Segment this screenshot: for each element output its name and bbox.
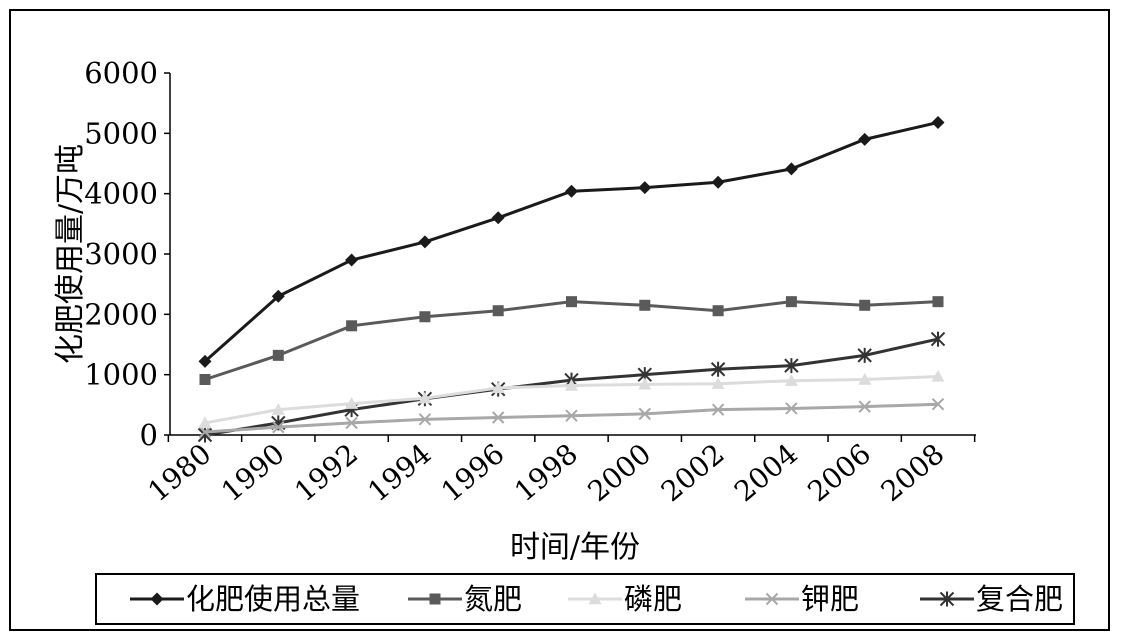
data-point	[491, 411, 505, 424]
data-point	[271, 289, 285, 303]
data-point	[932, 296, 944, 308]
data-point	[491, 381, 505, 394]
legend-marker	[765, 592, 779, 606]
data-point	[931, 115, 945, 129]
data-point	[418, 413, 432, 426]
series-4	[198, 398, 945, 439]
legend-marker	[150, 592, 164, 606]
legend-item: 氮肥	[408, 582, 522, 616]
series-1	[198, 115, 945, 368]
y-tick-label: 3000	[84, 237, 158, 271]
data-point	[639, 299, 651, 311]
x-tick-label: 1994	[362, 437, 438, 508]
y-tick-label: 2000	[84, 297, 158, 331]
data-point	[271, 403, 285, 415]
data-point	[785, 402, 798, 415]
x-tick-label: 1998	[508, 437, 584, 508]
legend-label: 复合肥	[976, 582, 1063, 616]
legend-marker	[588, 592, 602, 605]
data-point	[638, 181, 652, 195]
data-point	[858, 132, 872, 146]
legend-item: 钾肥	[745, 582, 859, 616]
data-point	[784, 374, 798, 386]
legend-item: 磷肥	[568, 582, 682, 616]
data-point	[858, 400, 871, 413]
data-point	[710, 361, 726, 377]
x-tick-label: 2006	[801, 437, 877, 508]
y-tick-label: 6000	[84, 56, 158, 90]
y-tick-label: 1000	[84, 358, 158, 392]
data-point	[712, 305, 724, 317]
data-point	[418, 391, 432, 404]
data-point	[198, 416, 212, 429]
series-3	[198, 369, 945, 429]
data-point	[638, 377, 652, 390]
data-point	[784, 358, 799, 374]
legend-item: 复合肥	[920, 582, 1063, 616]
data-point	[419, 311, 431, 323]
x-tick-label: 2000	[581, 437, 657, 508]
series-line	[204, 300, 939, 381]
series-line	[204, 402, 939, 434]
data-point	[858, 372, 872, 385]
data-point	[566, 296, 577, 308]
data-point	[930, 331, 946, 347]
data-point	[859, 299, 871, 311]
data-point	[272, 349, 284, 361]
data-point	[711, 403, 725, 416]
data-point	[272, 420, 285, 434]
y-tick-label: 5000	[84, 116, 158, 150]
x-tick-label: 1990	[215, 437, 291, 508]
legend-label: 化肥使用总量	[186, 582, 360, 616]
data-point	[857, 347, 872, 363]
data-point	[711, 175, 725, 189]
legend-label: 磷肥	[624, 582, 682, 616]
data-point	[492, 305, 504, 317]
x-tick-label: 1992	[288, 437, 364, 508]
data-point	[565, 379, 578, 391]
y-axis-title: 化肥使用量/万吨	[53, 144, 88, 364]
series-2	[199, 296, 944, 385]
x-tick-label: 2002	[655, 437, 731, 508]
legend-label: 氮肥	[464, 582, 522, 616]
x-axis-title: 时间/年份	[510, 530, 640, 565]
data-point	[199, 373, 211, 385]
legend-marker	[429, 593, 441, 605]
x-tick-label: 2004	[728, 437, 804, 508]
data-point	[198, 354, 212, 368]
legend-item: 化肥使用总量	[130, 582, 360, 616]
x-tick-label: 2008	[875, 437, 951, 508]
data-point	[345, 416, 358, 430]
data-point	[784, 162, 798, 176]
y-tick-label: 4000	[84, 177, 158, 211]
data-point	[931, 398, 945, 411]
data-point	[198, 425, 212, 439]
data-point	[418, 235, 432, 249]
data-point	[785, 296, 797, 308]
data-point	[345, 397, 359, 409]
x-tick-label: 1996	[435, 437, 511, 508]
data-point	[346, 320, 358, 332]
data-point	[565, 409, 578, 422]
data-point	[565, 184, 578, 198]
chart-frame	[9, 9, 1110, 631]
data-point	[638, 407, 652, 421]
legend-label: 钾肥	[801, 582, 859, 616]
legend-marker	[939, 591, 955, 607]
data-point	[931, 369, 945, 382]
data-point	[491, 211, 505, 225]
series-line	[204, 121, 939, 363]
data-point	[711, 377, 725, 389]
data-point	[345, 253, 359, 267]
y-tick-label: 0	[140, 418, 158, 452]
